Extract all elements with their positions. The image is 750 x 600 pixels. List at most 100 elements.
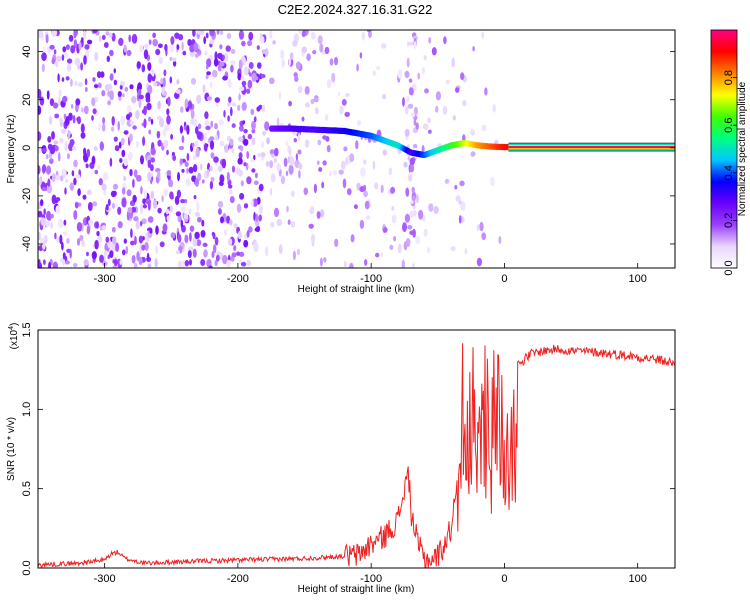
spectrogram-cell [189, 232, 192, 242]
spectrogram-cell [145, 92, 151, 100]
spectrogram-cell [334, 238, 339, 248]
spectrogram-cell [423, 228, 428, 237]
spectrogram-cell [195, 126, 199, 135]
spectrogram-cell [149, 228, 153, 234]
colorbar-tick-label: 0.0 [723, 260, 735, 275]
spectrogram-cell [237, 230, 242, 240]
spectrogram-cell [79, 234, 84, 242]
spectrogram-cell [224, 229, 227, 236]
spectrogram-cell [155, 48, 161, 56]
spectrogram-cell [218, 181, 224, 187]
spectrogram-cell [123, 44, 127, 53]
x-tick-label: -200 [227, 273, 249, 285]
spectrogram-cell [192, 237, 198, 247]
spectrogram-cell [38, 231, 41, 241]
spectrogram-cell [139, 44, 144, 53]
spectrogram-cell [170, 232, 176, 239]
spectrogram-cell [203, 36, 207, 45]
spectrogram-cell [382, 149, 387, 156]
spectrogram-cell [87, 189, 91, 195]
spectrogram-cell [113, 190, 117, 197]
spectrogram-cell [404, 105, 409, 115]
spectrogram-cell [40, 217, 46, 226]
bottom-y-axis-label: SNR (10 * v/v) [6, 417, 17, 481]
spectrogram-cell [360, 167, 366, 178]
spectrogram-cell [228, 184, 233, 189]
spectrogram-cell [197, 123, 202, 130]
spectrogram-cell [70, 104, 74, 109]
spectrogram-cell [156, 130, 161, 139]
spectrogram-cell [49, 145, 56, 155]
spectrogram-cell [476, 224, 480, 232]
spectrogram-cell [152, 38, 158, 47]
spectrogram-cell [85, 163, 89, 169]
spectrogram-cell [45, 154, 49, 160]
spectrogram-cell [195, 211, 200, 217]
spectrogram-cell [231, 252, 237, 258]
spectrogram-cell [77, 116, 81, 125]
spectrogram-cell [103, 190, 107, 196]
spectrogram-cell [189, 208, 192, 215]
spectrogram-cell [227, 115, 230, 122]
spectrogram-cell [290, 190, 295, 197]
top-y-ticks: -40 -20 0 20 40 [21, 46, 675, 252]
spectrogram-cell [206, 58, 212, 68]
spectrogram-cell [217, 208, 222, 215]
spectrogram-cell [126, 189, 132, 197]
spectrogram-cell [218, 119, 224, 126]
spectrogram-cell [180, 106, 184, 113]
spectrogram-cell [364, 259, 368, 266]
spectrogram-cell [280, 49, 285, 59]
spectrogram-cell [77, 82, 84, 87]
spectrogram-cell [213, 244, 217, 254]
spectrogram-cell [498, 236, 502, 244]
spectrogram-cell [306, 53, 311, 61]
spectrogram-cell [72, 146, 77, 151]
spectrogram-cell [273, 157, 277, 164]
spectrogram-cell [253, 154, 256, 161]
spectrogram-cell [68, 34, 74, 42]
spectrogram-cell [317, 160, 320, 165]
spectrogram-cell [136, 251, 140, 261]
spectrogram-cell [155, 225, 159, 235]
spectrogram-cell [407, 225, 413, 230]
spectrogram-cell [106, 55, 111, 62]
spectrogram-cell [141, 244, 146, 251]
spectrogram-cell [270, 221, 275, 228]
spectrogram-cell [117, 206, 122, 215]
colorbar-tick-label: 0.8 [723, 70, 735, 85]
spectrogram-cell [144, 43, 149, 49]
spectrogram-cell [48, 261, 52, 268]
spectrogram-cell [108, 32, 113, 39]
spectrogram-cell [427, 117, 431, 124]
spectrogram-cell [380, 184, 384, 194]
spectrogram-cell [191, 142, 195, 148]
spectrogram-cell [113, 258, 118, 267]
spectrogram-cell [289, 52, 294, 60]
spectrogram-cell [410, 112, 415, 118]
spectrogram-cell [337, 91, 341, 97]
spectrogram-cell [130, 228, 133, 238]
x-tick-label: 0 [501, 573, 507, 585]
spectrogram-cell [72, 114, 76, 124]
spectrogram-cell [238, 259, 243, 264]
spectrogram-cell [217, 200, 224, 208]
x-tick-label: -300 [94, 273, 116, 285]
spectrogram-cell [87, 201, 93, 212]
spectrogram-cell [292, 250, 296, 261]
spectrogram-cell [188, 166, 194, 174]
spectrogram-cell [55, 61, 59, 68]
spectrogram-cell [286, 205, 289, 213]
spectrogram-cell [166, 215, 171, 222]
spectrogram-cell [476, 257, 482, 267]
spectrogram-cell [48, 115, 53, 125]
spectrogram-cell [256, 45, 260, 50]
colorbar-label: Normalized spectral amplitude [737, 81, 748, 216]
spectrogram-cell [126, 105, 132, 114]
spectrogram-cell [58, 96, 61, 106]
spectrogram-cell [152, 199, 158, 209]
spectrogram-cell [276, 117, 280, 127]
spectrogram-cell [442, 105, 448, 115]
spectrogram-cell [177, 234, 182, 243]
